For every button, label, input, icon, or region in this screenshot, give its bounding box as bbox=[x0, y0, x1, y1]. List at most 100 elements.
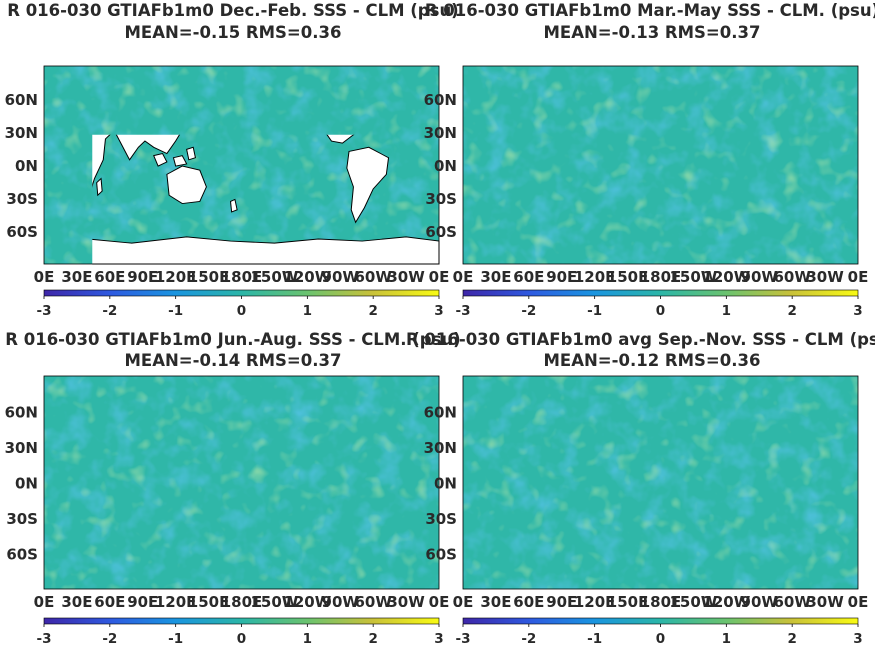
x-tick-label: 150E bbox=[188, 593, 230, 611]
x-tick-label: 30E bbox=[480, 593, 511, 611]
x-tick-label: 120E bbox=[574, 593, 616, 611]
x-tick-label: 90W bbox=[741, 593, 779, 611]
colorbar-tick-label: 2 bbox=[368, 631, 377, 647]
x-tick-label: 60W bbox=[773, 268, 811, 286]
map-panel: R 016-030 GTIAFb1m0 Dec.-Feb. SSS - CLM … bbox=[5, 1, 459, 319]
y-tick-label: 30S bbox=[425, 510, 457, 528]
x-tick-label: 90E bbox=[127, 593, 158, 611]
x-tick-label: 120E bbox=[155, 268, 197, 286]
colorbar-tick-label: -3 bbox=[37, 631, 52, 647]
colorbar-tick-label: -1 bbox=[168, 631, 183, 647]
y-tick-label: 30S bbox=[6, 190, 38, 208]
panel-title: R 016-030 GTIAFb1m0 Dec.-Feb. SSS - CLM … bbox=[7, 1, 458, 20]
x-tick-label: 30E bbox=[61, 268, 92, 286]
colorbar-tick-label: 1 bbox=[722, 303, 731, 319]
x-tick-label: 120W bbox=[283, 593, 331, 611]
x-tick-label: 0E bbox=[848, 268, 869, 286]
x-tick-label: 180E bbox=[221, 268, 263, 286]
colorbar-tick-label: 0 bbox=[237, 303, 246, 319]
colorbar-tick-label: 0 bbox=[237, 631, 246, 647]
x-tick-label: 60W bbox=[354, 593, 392, 611]
y-tick-label: 0N bbox=[434, 475, 457, 493]
map-panel: R 016-030 GTIAFb1m0 Mar.-May SSS - CLM. … bbox=[424, 1, 875, 319]
colorbar-tick-label: -3 bbox=[456, 303, 471, 319]
colorbar-tick-label: 1 bbox=[722, 631, 731, 647]
x-tick-label: 120W bbox=[283, 268, 331, 286]
y-tick-label: 60N bbox=[5, 404, 38, 422]
x-tick-label: 150E bbox=[607, 268, 649, 286]
x-tick-label: 90E bbox=[546, 593, 577, 611]
axes-frame bbox=[462, 375, 859, 590]
x-tick-label: 30E bbox=[61, 593, 92, 611]
colorbar-tick-label: 2 bbox=[787, 303, 796, 319]
colorbar-tick-label: -3 bbox=[37, 303, 52, 319]
y-tick-label: 60N bbox=[424, 91, 457, 109]
y-tick-label: 30N bbox=[424, 439, 457, 457]
x-tick-label: 120W bbox=[702, 593, 750, 611]
x-tick-label: 90E bbox=[546, 268, 577, 286]
x-tick-label: 90W bbox=[741, 268, 779, 286]
panel-title: R 016-030 GTIAFb1m0 Mar.-May SSS - CLM. … bbox=[425, 1, 875, 20]
x-tick-label: 60E bbox=[513, 593, 544, 611]
x-tick-label: 60E bbox=[94, 268, 125, 286]
x-tick-label: 30W bbox=[387, 593, 425, 611]
anomaly-texture bbox=[44, 376, 439, 589]
y-tick-label: 0N bbox=[15, 157, 38, 175]
x-tick-label: 90W bbox=[322, 268, 360, 286]
x-tick-label: 60W bbox=[773, 593, 811, 611]
y-tick-label: 0N bbox=[434, 157, 457, 175]
colorbar-tick-label: 2 bbox=[787, 631, 796, 647]
axes-frame bbox=[43, 375, 440, 590]
map-panel: R 016-030 GTIAFb1m0 Jun.-Aug. SSS - CLM.… bbox=[5, 330, 461, 647]
panel-subtitle: MEAN=-0.13 RMS=0.37 bbox=[544, 23, 761, 42]
x-tick-label: 60E bbox=[513, 268, 544, 286]
map-panel: R 016-030 GTIAFb1m0 avg Sep.-Nov. SSS - … bbox=[406, 330, 875, 647]
y-tick-label: 30N bbox=[5, 124, 38, 142]
x-tick-label: 150E bbox=[188, 268, 230, 286]
x-tick-label: 90W bbox=[322, 593, 360, 611]
y-tick-label: 60S bbox=[6, 546, 38, 564]
x-tick-label: 150W bbox=[669, 593, 717, 611]
y-tick-label: 30S bbox=[425, 190, 457, 208]
colorbar bbox=[43, 617, 440, 625]
colorbar-tick-label: -2 bbox=[521, 303, 536, 319]
y-tick-label: 60N bbox=[5, 91, 38, 109]
colorbar-tick-label: 3 bbox=[853, 631, 862, 647]
colorbar-tick-label: -1 bbox=[168, 303, 183, 319]
x-tick-label: 120E bbox=[574, 268, 616, 286]
colorbar-tick-label: 3 bbox=[434, 303, 443, 319]
x-tick-label: 180E bbox=[640, 268, 682, 286]
y-tick-label: 60S bbox=[425, 546, 457, 564]
panel-title: R 016-030 GTIAFb1m0 avg Sep.-Nov. SSS - … bbox=[406, 330, 875, 349]
x-tick-label: 150W bbox=[250, 268, 298, 286]
panel-subtitle: MEAN=-0.14 RMS=0.37 bbox=[125, 351, 342, 370]
x-tick-label: 120W bbox=[702, 268, 750, 286]
colorbar-tick-label: 2 bbox=[368, 303, 377, 319]
x-tick-label: 180E bbox=[640, 593, 682, 611]
y-tick-label: 60S bbox=[6, 223, 38, 241]
x-tick-label: 60W bbox=[354, 268, 392, 286]
x-tick-label: 30E bbox=[480, 268, 511, 286]
colorbar bbox=[43, 289, 440, 297]
x-tick-label: 180E bbox=[221, 593, 263, 611]
y-tick-label: 30N bbox=[424, 124, 457, 142]
y-tick-label: 30N bbox=[5, 439, 38, 457]
x-tick-label: 0E bbox=[429, 268, 450, 286]
x-tick-label: 30W bbox=[806, 268, 844, 286]
x-tick-label: 0E bbox=[453, 268, 474, 286]
colorbar-tick-label: 1 bbox=[303, 303, 312, 319]
colorbar bbox=[462, 289, 859, 297]
x-tick-label: 0E bbox=[429, 593, 450, 611]
y-tick-label: 0N bbox=[15, 475, 38, 493]
colorbar bbox=[462, 617, 859, 625]
x-tick-label: 0E bbox=[848, 593, 869, 611]
x-tick-label: 60E bbox=[94, 593, 125, 611]
x-tick-label: 0E bbox=[453, 593, 474, 611]
axes-frame bbox=[462, 65, 859, 265]
panel-subtitle: MEAN=-0.15 RMS=0.36 bbox=[125, 23, 342, 42]
y-tick-label: 60N bbox=[424, 404, 457, 422]
colorbar-tick-label: 0 bbox=[656, 303, 665, 319]
colorbar-tick-label: -3 bbox=[456, 631, 471, 647]
colorbar-tick-label: -1 bbox=[587, 303, 602, 319]
